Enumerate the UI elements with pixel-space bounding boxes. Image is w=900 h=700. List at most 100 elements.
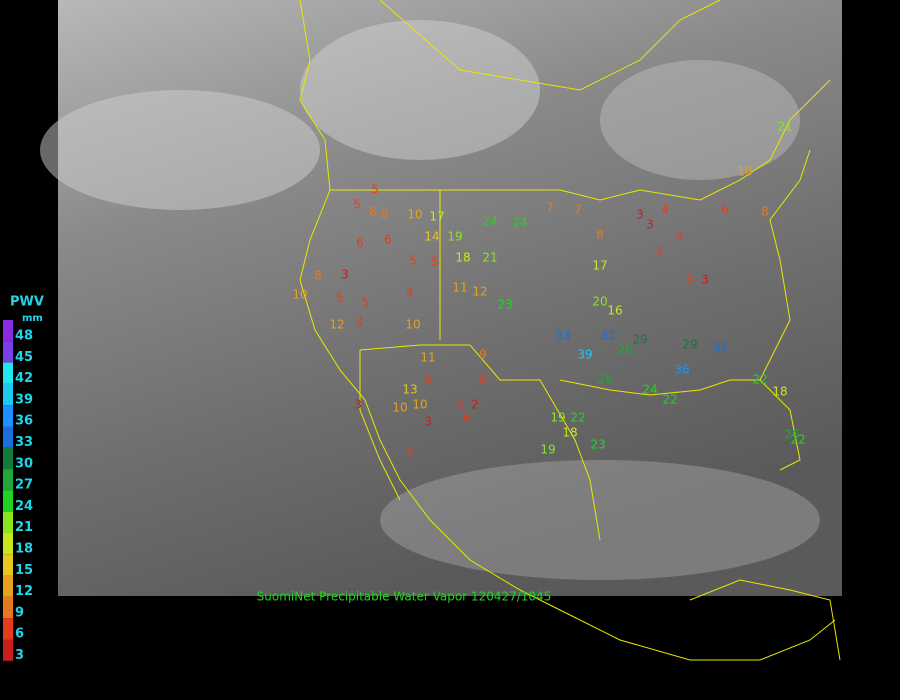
station-value: 36 — [674, 363, 689, 377]
station-value: 4 — [406, 286, 414, 300]
station-value: 5 — [409, 254, 417, 268]
station-value: 39 — [577, 348, 592, 362]
station-value: 5 — [336, 291, 344, 305]
station-value: 18 — [455, 251, 470, 265]
legend-label: 45 — [15, 350, 33, 365]
station-value: 24 — [482, 215, 497, 229]
legend-label: 48 — [15, 328, 33, 343]
legend-swatch — [3, 341, 13, 363]
legend-unit: mm — [22, 313, 43, 324]
legend-label: 27 — [15, 478, 33, 493]
station-value: 3 — [341, 268, 349, 282]
legend-label: 12 — [15, 584, 33, 599]
legend-label: 24 — [15, 499, 33, 514]
station-value: 12 — [329, 318, 344, 332]
station-value: 31 — [712, 341, 727, 355]
station-value: 23 — [497, 298, 512, 312]
station-value: 3 — [424, 415, 432, 429]
station-value: 3 — [636, 208, 644, 222]
station-value: 29 — [682, 338, 697, 352]
station-value: 13 — [402, 383, 417, 397]
station-value: 3 — [646, 218, 654, 232]
legend-label: 21 — [15, 520, 33, 535]
station-value: 3 — [701, 273, 709, 287]
station-value: 32 — [600, 329, 615, 343]
legend-title: PWV — [10, 295, 44, 310]
legend-swatch — [3, 405, 13, 427]
station-value: 5 — [406, 446, 414, 460]
legend-swatch — [3, 447, 13, 470]
station-value: 6 — [424, 373, 432, 387]
legend-swatch — [3, 575, 13, 597]
legend: PWV mm 48 45 42 39 36 33 30 27 24 21 18 15 12 9 6 3 — [3, 295, 44, 663]
station-value: 2 — [471, 398, 479, 412]
legend-label: 18 — [15, 541, 33, 556]
legend-label: 9 — [15, 605, 24, 620]
station-value: 5 — [431, 255, 439, 269]
station-value: 17 — [592, 259, 607, 273]
station-value: 3 — [354, 398, 362, 412]
station-value: 18 — [772, 385, 787, 399]
station-value: 4 — [661, 203, 669, 217]
legend-swatch — [3, 426, 13, 448]
station-value: 12 — [472, 285, 487, 299]
station-value: 5 — [371, 183, 379, 197]
legend-swatch — [3, 533, 13, 555]
station-value: 10 — [292, 288, 307, 302]
station-value: 10 — [392, 401, 407, 415]
station-value: 22 — [662, 393, 677, 407]
station-value: 4 — [656, 245, 664, 259]
station-value: 8 — [761, 205, 769, 219]
legend-swatch — [3, 362, 13, 384]
station-value: 6 — [384, 233, 392, 247]
station-value: 5 — [479, 373, 487, 387]
station-value: 26 — [617, 343, 632, 357]
station-value: 25 — [597, 373, 612, 387]
station-value: 9 — [479, 348, 487, 362]
station-value: 22 — [570, 411, 585, 425]
legend-label: 30 — [15, 456, 33, 471]
legend-swatch — [3, 596, 13, 619]
cloud — [300, 20, 540, 160]
station-value: 26 — [784, 428, 799, 442]
station-value: 7 — [574, 203, 582, 217]
station-value: 21 — [777, 120, 792, 134]
legend-swatch — [3, 490, 13, 512]
station-value: 6 — [721, 203, 729, 217]
legend-swatch — [3, 554, 13, 576]
station-value: 10 — [405, 318, 420, 332]
station-value: 16 — [607, 304, 622, 318]
station-value: 8 — [314, 269, 322, 283]
legend-swatch — [3, 511, 13, 533]
caption: SuomiNet Precipitable Water Vapor 120427… — [257, 590, 552, 604]
station-value: 14 — [424, 230, 439, 244]
station-value: 29 — [632, 333, 647, 347]
station-value: 5 — [361, 296, 369, 310]
legend-swatch — [3, 320, 13, 342]
station-value: 6 — [356, 236, 364, 250]
station-value: 18 — [562, 426, 577, 440]
station-value: 19 — [540, 443, 555, 457]
boundaries — [299, 0, 841, 661]
station-value: 11 — [420, 351, 435, 365]
station-value: 21 — [482, 251, 497, 265]
legend-swatch — [3, 383, 13, 406]
station-value: 22 — [790, 433, 805, 447]
station-value: 23 — [590, 438, 605, 452]
station-value: 24 — [512, 216, 527, 230]
station-value: 5 — [353, 198, 361, 212]
station-value: 11 — [452, 281, 467, 295]
legend-label: 39 — [15, 392, 33, 407]
legend-label: 6 — [15, 627, 24, 642]
station-value: 20 — [592, 295, 607, 309]
cloud — [380, 460, 820, 580]
legend-swatch — [3, 618, 13, 640]
legend-label: 42 — [15, 371, 33, 386]
station-value: 7 — [546, 201, 554, 215]
station-value: 10 — [737, 165, 752, 179]
cloud — [40, 90, 320, 210]
station-value: 4 — [676, 230, 684, 244]
